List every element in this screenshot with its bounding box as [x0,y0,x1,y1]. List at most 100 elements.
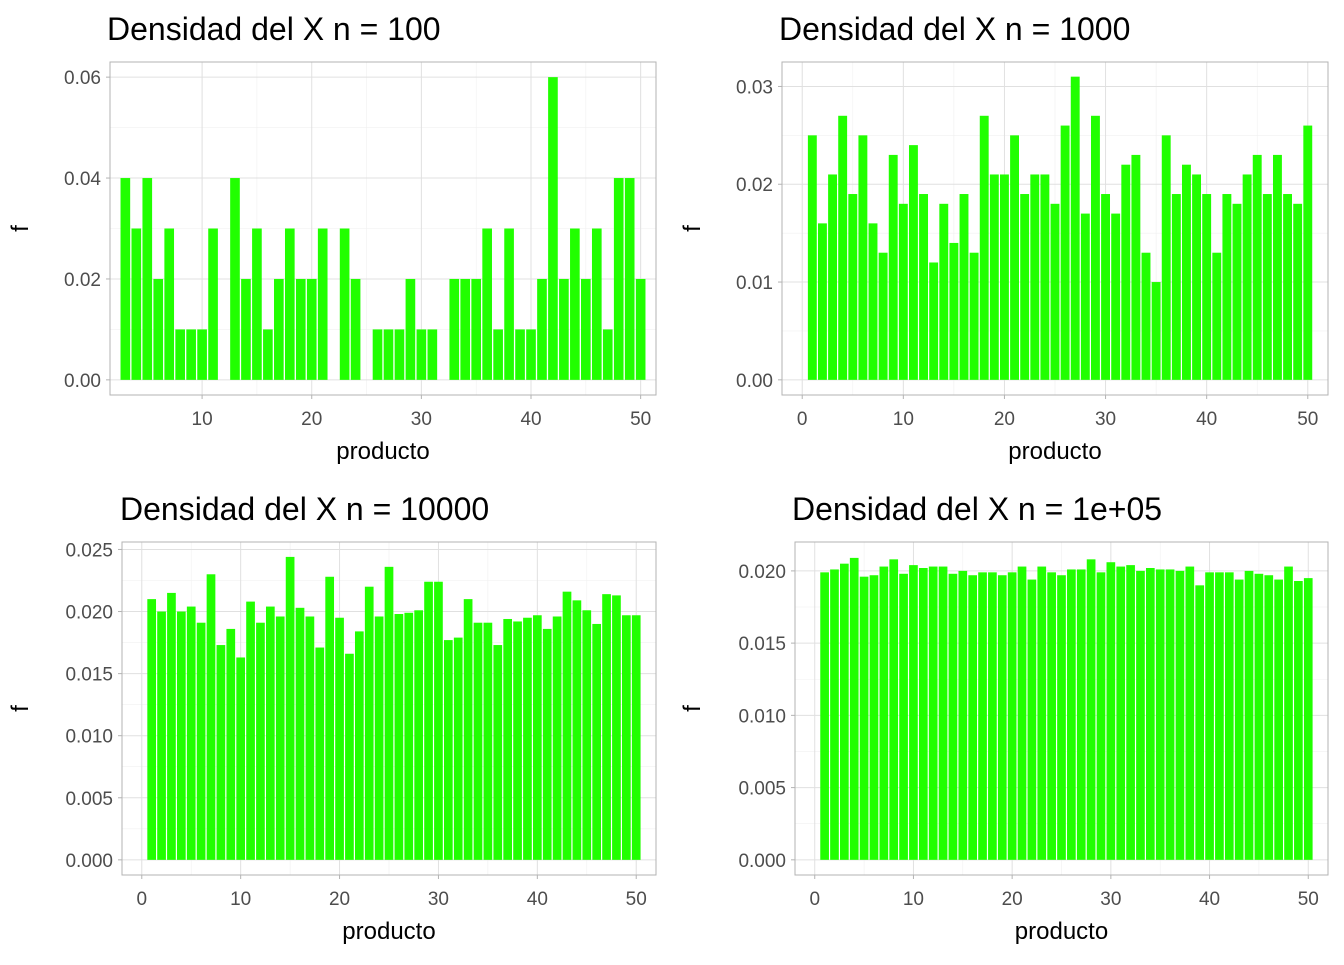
bar [869,575,879,860]
bar [969,252,979,380]
bar [1283,194,1293,380]
bar [1067,569,1076,860]
bar [157,611,166,860]
bar [537,278,547,380]
bar [1181,164,1191,380]
bar [263,329,273,380]
y-tick-label: 0.020 [738,562,786,583]
x-tick-label: 30 [428,889,449,910]
y-tick-label: 0.03 [736,77,773,98]
chart-panel-2: 0.00 0.01 0.02 0.03 0 10 20 30 40 50 producto f Dens… [679,11,1329,465]
bar [1155,569,1165,860]
y-tick-label: 0.000 [65,851,113,872]
y-tick-label: 0.02 [736,175,773,196]
bar [1165,569,1175,860]
bar [175,329,185,380]
bar [515,329,525,380]
x-tick-label: 0 [809,889,820,910]
bar [414,610,424,860]
bar [1222,194,1232,380]
bar [197,329,207,380]
bar [285,556,295,860]
bar [552,616,562,860]
bar [482,228,492,380]
bar [1096,572,1106,860]
bar [591,228,602,380]
y-tick-label: 0.015 [738,634,786,655]
bar [483,622,493,860]
x-tick-label: 0 [797,409,808,430]
bar [164,228,175,380]
bar [236,657,246,860]
bar [840,563,849,860]
y-tick-label: 0.00 [736,371,773,392]
bar [1070,76,1080,380]
bar [989,174,999,380]
bar [1252,154,1262,380]
bar [1007,572,1017,860]
y-axis-title: f [7,225,34,232]
bar [1303,125,1313,380]
bar [473,622,483,860]
bar [453,637,463,860]
bar [1040,174,1050,380]
bar [1020,194,1030,380]
bar [513,621,522,860]
bar [1131,154,1141,380]
bar [1121,164,1131,380]
y-tick-label: 0.02 [64,270,101,291]
bar [246,601,255,860]
bar [1185,566,1195,860]
x-tick-label: 30 [1100,889,1121,910]
bar [828,174,838,380]
x-tick-label: 10 [893,409,914,430]
bar [186,606,196,860]
bar [548,77,558,380]
bar [908,145,918,380]
bar [493,645,503,860]
bar [354,631,364,860]
bar [1136,570,1145,860]
bar [909,565,918,860]
bar [807,135,817,380]
bar [1141,252,1151,380]
y-tick-label: 0.01 [736,273,773,294]
x-tick-label: 50 [630,409,651,430]
bar [612,595,621,860]
bar [968,575,978,860]
plot-border [109,61,657,396]
bar [208,228,218,380]
bar [1303,578,1313,860]
bar [592,623,602,860]
bar [394,329,405,380]
bar [335,617,344,860]
bar [988,572,997,860]
bar [1090,115,1100,380]
bar [958,570,968,860]
bar [621,615,631,860]
bar [325,576,335,860]
bar [317,228,328,380]
bar [849,557,859,860]
bar [1151,282,1161,380]
bar [372,329,383,380]
bar [186,329,196,380]
y-tick-label: 0.015 [65,665,113,686]
bar [848,194,858,380]
chart-panel-1: 0.00 0.02 0.04 0.06 10 20 30 40 50 producto f Densi… [7,11,657,465]
y-axis-title: f [679,705,706,712]
bar [230,178,240,380]
bar [295,607,305,860]
x-axis-title: producto [336,438,429,465]
bar [1047,572,1056,860]
bar [384,566,394,860]
x-axis-title: producto [1015,918,1108,945]
bar [1017,566,1027,860]
bar [1262,194,1272,380]
y-tick-label: 0.005 [738,779,786,800]
bar [443,640,453,860]
bar [898,203,908,380]
bar [889,559,899,860]
x-tick-label: 10 [230,889,251,910]
bar [999,174,1009,380]
